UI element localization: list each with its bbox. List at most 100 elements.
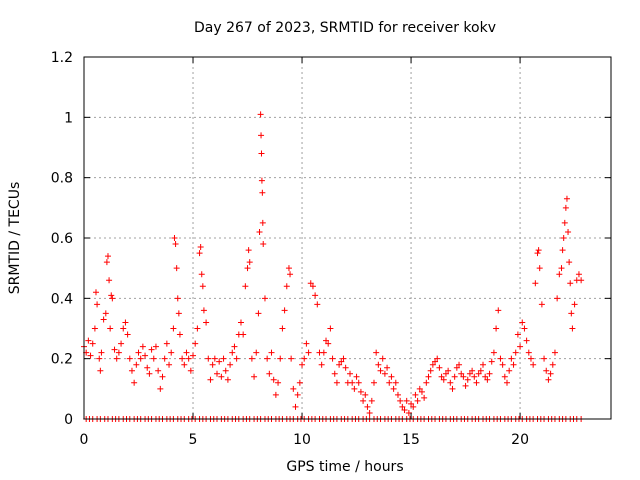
- data-point: [325, 340, 332, 347]
- data-point: [523, 337, 530, 344]
- data-point: [360, 397, 367, 404]
- data-point: [434, 355, 441, 362]
- data-point: [545, 376, 552, 383]
- data-point: [171, 235, 178, 241]
- data-point: [174, 295, 181, 302]
- data-point: [351, 385, 358, 392]
- x-tick-label: 20: [511, 432, 529, 448]
- data-point: [309, 283, 316, 290]
- data-point: [558, 265, 565, 272]
- data-point: [135, 349, 142, 356]
- data-point: [146, 370, 153, 377]
- data-point: [399, 403, 406, 410]
- data-point: [314, 301, 321, 308]
- data-point: [464, 376, 471, 383]
- data-point: [253, 349, 260, 356]
- data-point: [427, 367, 434, 374]
- data-point: [299, 361, 306, 368]
- data-point: [414, 397, 421, 404]
- data-point: [462, 382, 469, 389]
- data-point: [272, 391, 279, 398]
- data-point: [394, 391, 401, 398]
- data-point: [187, 367, 194, 374]
- data-point: [390, 385, 397, 392]
- data-point: [449, 385, 456, 392]
- data-point: [333, 379, 340, 386]
- data-point: [166, 361, 173, 368]
- data-point: [445, 367, 452, 374]
- data-point: [438, 373, 445, 380]
- data-point: [131, 379, 138, 386]
- data-point: [198, 271, 205, 278]
- data-point: [214, 370, 221, 377]
- data-point: [364, 403, 371, 410]
- data-point: [91, 325, 98, 332]
- data-point: [203, 319, 210, 326]
- data-point: [535, 247, 542, 254]
- data-point: [270, 376, 277, 383]
- data-point: [506, 367, 513, 374]
- data-point: [159, 373, 166, 380]
- data-point: [255, 310, 262, 317]
- data-point: [96, 355, 103, 362]
- axis-ticks: 0 0.2 0.4 0.6 0.8 1 1.2 0 5 10 15 20: [51, 50, 611, 448]
- data-point: [287, 271, 294, 278]
- data-point: [258, 132, 265, 139]
- data-point: [144, 364, 151, 371]
- data-point: [475, 370, 482, 377]
- y-axis-label: SRMTID / TECUs: [7, 182, 23, 295]
- data-point: [471, 373, 478, 380]
- data-point: [175, 310, 182, 317]
- data-point: [301, 355, 308, 362]
- y-tick-label: 0.2: [51, 352, 73, 368]
- data-point: [240, 331, 247, 338]
- data-point: [366, 409, 373, 416]
- data-point: [534, 250, 541, 257]
- data-point: [566, 259, 573, 266]
- data-point: [442, 370, 449, 377]
- data-point: [342, 364, 349, 371]
- x-tick-label: 5: [189, 432, 198, 448]
- data-point: [281, 307, 288, 314]
- data-point: [152, 343, 159, 350]
- data-point: [499, 361, 506, 368]
- data-point: [275, 379, 282, 386]
- data-point: [111, 346, 118, 353]
- data-point: [192, 340, 199, 347]
- data-point: [554, 295, 561, 302]
- data-point: [103, 259, 110, 266]
- data-point: [122, 319, 129, 326]
- data-point: [179, 355, 186, 362]
- data-point: [355, 379, 362, 386]
- data-point: [510, 361, 517, 368]
- data-point: [183, 349, 190, 356]
- data-point: [473, 379, 480, 386]
- data-point: [277, 355, 284, 362]
- data-point: [368, 397, 375, 404]
- data-point: [120, 325, 127, 332]
- data-point: [501, 373, 508, 380]
- data-point: [421, 394, 428, 401]
- data-point: [118, 340, 125, 347]
- data-point: [283, 283, 290, 290]
- data-point: [266, 370, 273, 377]
- data-point: [256, 228, 263, 235]
- data-point: [126, 355, 133, 362]
- data-point: [508, 355, 515, 362]
- data-point: [155, 367, 162, 374]
- data-point: [233, 355, 240, 362]
- data-point: [242, 283, 249, 290]
- data-point: [163, 340, 170, 347]
- data-point: [436, 364, 443, 371]
- data-point: [98, 349, 105, 356]
- y-tick-label: 0.8: [51, 171, 73, 187]
- data-point: [148, 346, 155, 353]
- data-point: [388, 373, 395, 380]
- data-point: [519, 319, 526, 326]
- data-point: [211, 355, 218, 362]
- data-point: [207, 376, 214, 383]
- data-point: [447, 379, 454, 386]
- data-point: [173, 265, 180, 272]
- data-point: [172, 241, 179, 248]
- data-point: [362, 391, 369, 398]
